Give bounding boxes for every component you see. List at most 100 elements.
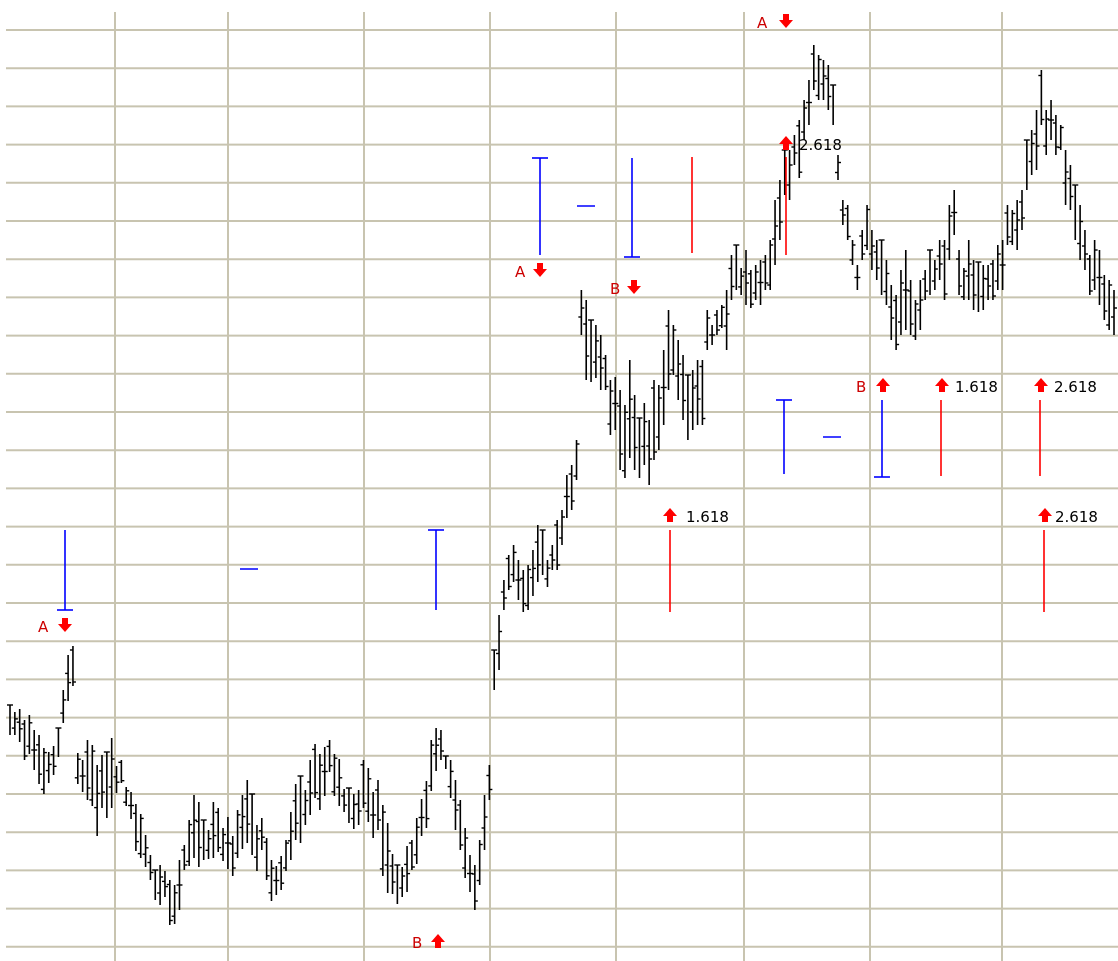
price-bar-101	[496, 615, 503, 670]
price-bar-28	[142, 835, 149, 867]
arrow-down-b2	[627, 280, 641, 294]
price-bar-161	[786, 150, 793, 200]
price-bar-148	[723, 290, 730, 350]
price-bar-221	[1077, 205, 1084, 260]
arrow-down-a1	[58, 618, 72, 632]
price-bar-29	[147, 855, 154, 880]
price-bar-18	[94, 765, 101, 836]
price-bar-108	[529, 550, 536, 596]
price-bar-135	[660, 350, 667, 425]
price-bar-51	[253, 825, 260, 871]
price-bar-45	[224, 817, 231, 869]
price-bar-62	[307, 760, 314, 815]
price-bar-2	[16, 709, 23, 742]
price-bar-204	[994, 245, 1001, 290]
price-bar-80	[394, 864, 401, 904]
price-bar-115	[563, 475, 570, 518]
price-bar-19	[99, 755, 105, 808]
projection-lines	[57, 157, 1045, 612]
price-bar-25	[128, 792, 135, 819]
price-bar-37	[186, 820, 193, 866]
price-bar-55	[273, 866, 280, 895]
price-bar-151	[738, 268, 745, 295]
blue-range-6	[874, 400, 890, 478]
price-bar-102	[500, 580, 507, 610]
blue-range-3	[532, 157, 548, 255]
price-bar-49	[244, 780, 251, 843]
price-bar-70	[345, 787, 352, 823]
price-bar-16	[84, 740, 91, 800]
price-bar-96	[471, 865, 478, 910]
price-bar-91	[447, 760, 454, 798]
price-bar-215	[1048, 100, 1055, 140]
price-bar-127	[621, 405, 628, 478]
price-bar-227	[1106, 280, 1113, 330]
price-bar-136	[665, 310, 672, 390]
price-bar-118	[578, 290, 585, 335]
price-bar-54	[268, 860, 275, 901]
price-bar-203	[989, 260, 996, 300]
price-bar-107	[525, 565, 532, 610]
price-bar-171	[835, 155, 841, 180]
price-bar-166	[810, 45, 817, 90]
price-bar-188	[917, 280, 924, 330]
price-bar-78	[384, 823, 391, 893]
price-bar-94	[462, 828, 469, 878]
price-bar-34	[171, 885, 178, 924]
price-bar-149	[728, 255, 735, 300]
price-bar-137	[670, 325, 677, 375]
price-bar-103	[505, 555, 512, 590]
price-bar-134	[655, 385, 662, 450]
price-bar-174	[849, 240, 856, 265]
price-bar-156	[762, 255, 769, 290]
price-bar-211	[1028, 130, 1035, 175]
price-bar-81	[399, 867, 406, 897]
price-bar-196	[956, 250, 963, 295]
blue-range-5	[776, 399, 792, 474]
price-bar-130	[636, 417, 643, 478]
price-bar-58	[287, 812, 294, 860]
price-bar-74	[365, 768, 372, 822]
price-bar-173	[844, 205, 851, 240]
price-bar-153	[747, 270, 754, 308]
price-bar-123	[602, 355, 609, 390]
price-bar-168	[820, 60, 827, 100]
price-bar-83	[408, 840, 415, 870]
price-bar-144	[704, 310, 711, 350]
price-bar-183	[893, 295, 900, 350]
price-bar-217	[1057, 125, 1064, 150]
fib-label-4: 2.618	[1054, 378, 1097, 396]
price-bar-73	[360, 760, 367, 808]
price-bar-41	[205, 830, 212, 859]
price-bar-113	[554, 520, 561, 570]
price-bar-89	[437, 730, 444, 760]
price-bar-8	[45, 752, 52, 783]
price-bar-100	[491, 649, 498, 690]
price-bar-84	[413, 818, 420, 864]
price-bar-199	[970, 260, 977, 310]
price-bar-228	[1111, 290, 1117, 335]
arrow-up-f4	[1034, 378, 1048, 392]
arrow-up-b1	[431, 934, 445, 948]
pivot-label-b3: B	[856, 378, 866, 396]
price-bar-71	[350, 794, 357, 829]
price-bar-184	[897, 270, 904, 335]
price-bar-152	[743, 250, 749, 305]
price-bar-129	[631, 395, 638, 470]
price-bar-126	[617, 390, 624, 470]
fib-label-5: 2.618	[1055, 508, 1098, 526]
price-bar-226	[1101, 275, 1108, 320]
price-bar-178	[868, 230, 875, 270]
price-bar-38	[191, 795, 197, 858]
blue-range-2	[428, 529, 444, 610]
price-bar-10	[55, 727, 62, 757]
price-bar-88	[433, 728, 440, 771]
price-bar-61	[302, 790, 309, 825]
price-bar-15	[79, 760, 86, 792]
price-bar-72	[355, 790, 362, 825]
price-bar-176	[859, 230, 866, 260]
price-bar-206	[1004, 205, 1011, 245]
price-bar-170	[830, 84, 837, 125]
price-bar-121	[592, 325, 599, 378]
price-bar-46	[229, 836, 236, 876]
